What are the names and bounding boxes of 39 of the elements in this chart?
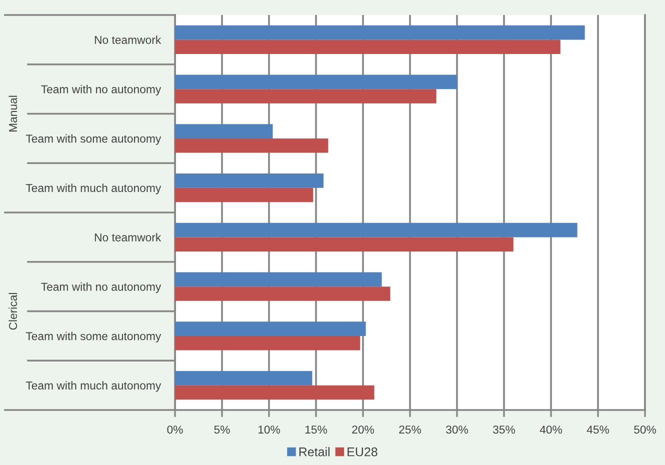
y-tick-label: Team with some autonomy [26, 134, 162, 145]
x-tick-label: 5% [214, 426, 230, 434]
bar [175, 25, 585, 40]
text: Manual [8, 96, 18, 132]
x-tick-label: 0% [167, 426, 183, 434]
text: Clerical [8, 293, 18, 330]
bar [175, 173, 324, 188]
bar [175, 124, 273, 138]
y-tick-label: No teamwork [94, 233, 162, 242]
y-tick-label: Team with no autonomy [41, 282, 162, 294]
y-tick-label: Team with much autonomy [26, 184, 162, 194]
bar [175, 286, 390, 301]
bar [175, 336, 360, 350]
y-tick-label: No teamwork [94, 36, 162, 44]
x-tick-label: 30% [446, 426, 468, 434]
bar [175, 272, 382, 287]
legend-label: EU28 [348, 447, 378, 456]
bar [175, 74, 457, 90]
legend-label: Retail [299, 447, 330, 456]
bar [175, 237, 514, 252]
bar [175, 40, 560, 54]
x-tick-label: 35% [493, 426, 515, 434]
x-tick-label: 45% [586, 426, 609, 434]
x-tick-label: 10% [258, 426, 280, 434]
bar [175, 370, 312, 386]
bar [175, 188, 314, 202]
x-tick-label: 50% [634, 426, 656, 434]
bar [175, 89, 436, 104]
y-tick-label: Team with much autonomy [26, 381, 162, 392]
x-tick-label: 40% [540, 426, 562, 434]
bar [175, 385, 374, 400]
y-tick-label: Team with some autonomy [26, 332, 162, 342]
x-tick-label: 15% [305, 426, 327, 434]
x-tick-label: 25% [399, 426, 421, 434]
y-tick-label: Team with no autonomy [41, 84, 162, 96]
x-tick-label: 20% [352, 426, 374, 434]
bar [175, 138, 328, 153]
bar [175, 322, 366, 336]
bar [175, 222, 578, 238]
